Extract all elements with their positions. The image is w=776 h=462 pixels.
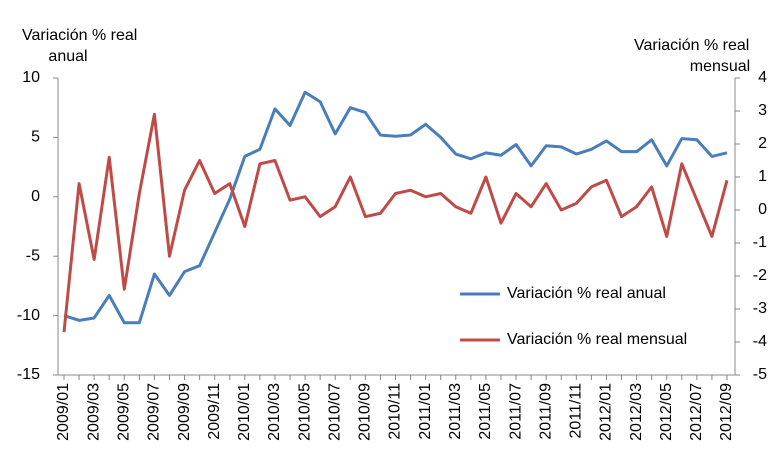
y2-tick-label: 0	[758, 201, 767, 218]
x-tick-label: 2011/11	[568, 383, 585, 439]
x-tick-label: 2010/05	[296, 383, 313, 441]
x-tick-label: 2009/09	[176, 383, 193, 441]
y-axis-label: anual	[48, 48, 87, 65]
x-tick-label: 2010/01	[236, 383, 253, 441]
series-line	[63, 90, 728, 325]
y2-tick-label: -4	[753, 333, 767, 350]
x-tick-label: 2009/07	[146, 383, 163, 441]
x-tick-label: 2009/11	[206, 383, 223, 440]
x-tick-label: 2012/03	[628, 383, 645, 441]
y-tick-label: -10	[17, 307, 40, 324]
y-tick-label: 0	[31, 188, 40, 205]
x-tick-label: 2010/09	[357, 383, 374, 441]
y2-axis-label: Variación % real	[634, 37, 749, 54]
x-tick-label: 2009/03	[85, 383, 102, 441]
y2-tick-label: 1	[758, 168, 767, 185]
y-tick-label: 10	[22, 69, 40, 86]
y2-tick-label: -2	[753, 267, 767, 284]
y2-tick-label: 2	[758, 135, 767, 152]
x-tick-label: 2010/03	[266, 383, 283, 441]
x-tick-label: 2011/01	[417, 383, 434, 440]
x-tick-label: 2011/09	[537, 383, 554, 440]
y2-tick-label: -3	[753, 300, 767, 317]
y2-tick-label: 4	[758, 69, 767, 86]
x-tick-label: 2009/05	[115, 383, 132, 441]
y2-axis-label: mensual	[690, 58, 750, 75]
legend-label: Variación % real mensual	[507, 331, 687, 348]
y2-tick-label: -5	[753, 366, 767, 383]
y2-tick-label: -1	[753, 234, 767, 251]
x-tick-label: 2011/03	[447, 383, 464, 440]
x-tick-label: 2012/09	[718, 383, 735, 441]
x-tick-label: 2012/07	[688, 383, 705, 441]
x-tick-label: 2011/07	[507, 383, 524, 440]
x-tick-label: 2012/05	[658, 383, 675, 441]
y-tick-label: 5	[31, 129, 40, 146]
x-tick-label: 2010/07	[326, 383, 343, 441]
y-tick-label: -15	[17, 366, 40, 383]
x-tick-label: 2011/05	[477, 383, 494, 440]
x-tick-label: 2012/01	[598, 383, 615, 441]
y-axis-label: Variación % real	[22, 27, 137, 44]
series-line	[62, 112, 729, 333]
x-tick-label: 2010/11	[387, 383, 404, 440]
legend-label: Variación % real anual	[507, 285, 666, 302]
x-tick-label: 2009/01	[55, 383, 72, 441]
y-tick-label: -5	[26, 247, 40, 264]
y2-tick-label: 3	[758, 102, 767, 119]
